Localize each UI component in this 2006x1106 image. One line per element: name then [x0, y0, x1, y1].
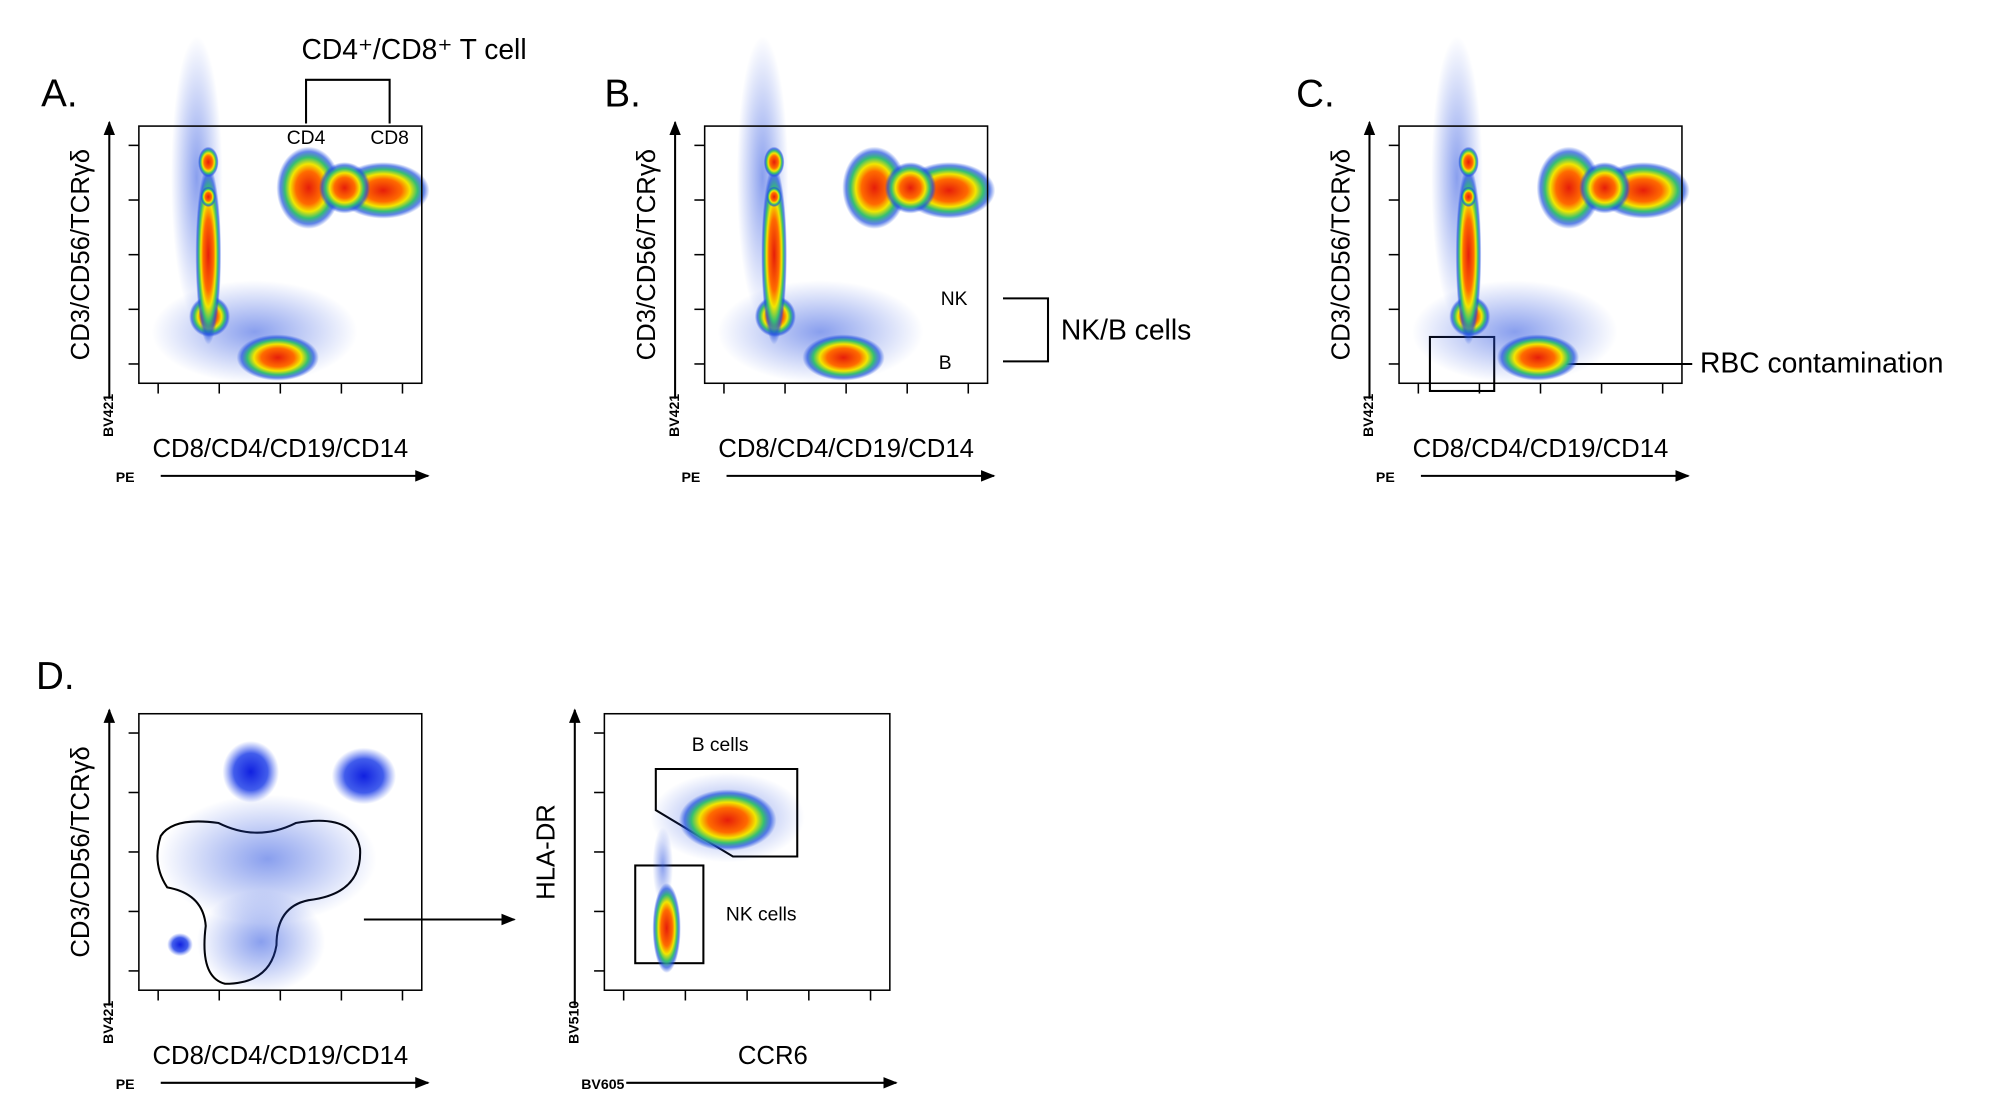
cell-population — [761, 164, 787, 345]
cell-population — [236, 334, 319, 381]
cell-population — [222, 740, 280, 803]
annotation: B — [939, 353, 952, 374]
annotation: CD8 — [370, 128, 409, 149]
cell-population — [158, 794, 377, 924]
panel-label: D. — [36, 655, 75, 698]
x-channel: PE — [682, 469, 701, 485]
cell-population — [198, 146, 219, 178]
cell-population — [842, 146, 907, 229]
annotation: CD4 — [287, 128, 326, 149]
y-axis-label: CD3/CD56/TCRγδ — [67, 746, 95, 957]
cell-population — [802, 334, 885, 381]
annotation: NK cells — [726, 905, 797, 926]
x-axis-label: CD8/CD4/CD19/CD14 — [152, 435, 408, 463]
x-axis-label: CD8/CD4/CD19/CD14 — [1413, 435, 1669, 463]
x-channel: PE — [116, 469, 135, 485]
cell-population — [331, 747, 397, 805]
cell-population — [1455, 164, 1482, 345]
cell-population — [1460, 186, 1477, 208]
bracket — [305, 78, 391, 124]
y-channel: BV421 — [100, 394, 116, 437]
cell-population — [1458, 146, 1479, 178]
y-channel: BV510 — [566, 1001, 582, 1044]
cell-population — [766, 186, 782, 208]
bracket — [1003, 297, 1050, 363]
x-channel: PE — [116, 1076, 135, 1092]
density-plot — [158, 740, 397, 994]
cell-population — [884, 162, 937, 214]
y-axis-label: HLA-DR — [533, 804, 561, 900]
cell-population — [276, 146, 341, 229]
density-plot — [1411, 36, 1690, 384]
cell-population — [167, 933, 193, 957]
callout: CD4⁺/CD8⁺ T cell — [301, 33, 526, 65]
density-plot — [151, 36, 430, 384]
y-axis-label: CD3/CD56/TCRγδ — [1327, 149, 1355, 360]
x-axis-label: CD8/CD4/CD19/CD14 — [718, 435, 974, 463]
cell-population — [652, 882, 681, 974]
cell-population — [652, 827, 674, 905]
x-channel: PE — [1376, 469, 1395, 485]
callout: RBC contamination — [1700, 347, 1944, 379]
y-axis-label: CD3/CD56/TCRγδ — [633, 149, 661, 360]
density-plot — [717, 36, 996, 384]
panel-label: A. — [41, 73, 77, 116]
y-channel: BV421 — [1360, 394, 1376, 437]
cell-population — [1536, 146, 1601, 229]
x-channel: BV605 — [581, 1076, 624, 1092]
annotation: NK — [941, 289, 968, 310]
x-axis-label: CCR6 — [738, 1042, 808, 1070]
annotation: B cells — [692, 735, 749, 756]
cell-population — [763, 146, 785, 178]
y-channel: BV421 — [666, 394, 682, 437]
callout: NK/B cells — [1061, 313, 1191, 345]
cell-population — [196, 890, 326, 994]
panel-label: B. — [604, 73, 640, 116]
cell-population — [195, 164, 222, 345]
cell-population — [1579, 162, 1631, 214]
y-channel: BV421 — [100, 1001, 116, 1044]
y-axis-label: CD3/CD56/TCRγδ — [67, 149, 95, 360]
cell-population — [678, 789, 777, 852]
x-axis-label: CD8/CD4/CD19/CD14 — [152, 1042, 408, 1070]
density-plot — [650, 772, 805, 974]
cell-population — [318, 162, 371, 214]
cell-population — [200, 186, 217, 208]
panel-label: C. — [1296, 73, 1335, 116]
cell-population — [1496, 334, 1580, 381]
